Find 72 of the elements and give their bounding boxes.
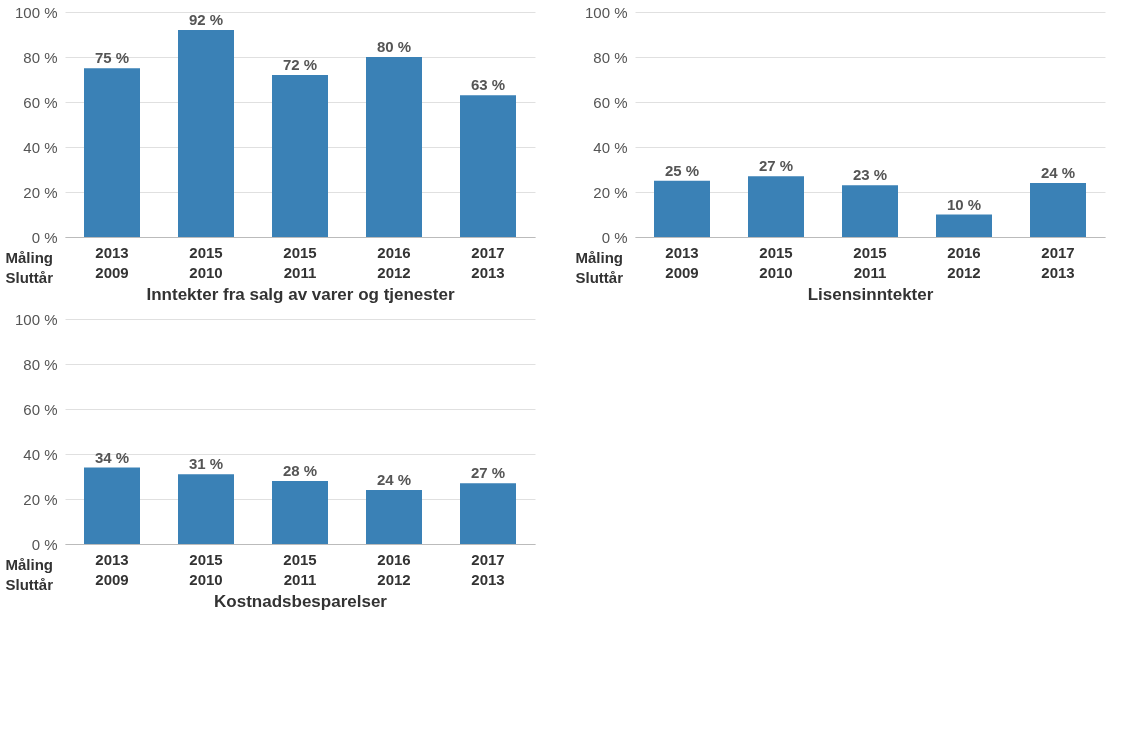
data-label: 10 % [946, 195, 982, 213]
bar [654, 180, 710, 237]
text: Måling [5, 249, 53, 266]
bar [460, 483, 516, 544]
bar [178, 474, 234, 544]
x-tick-label: 2013 2009 [665, 243, 699, 281]
data-label: 24 % [376, 471, 412, 488]
data-label: 25 % [664, 161, 700, 179]
y-tick-label: 20 % [23, 183, 58, 201]
data-label: 28 % [282, 462, 318, 479]
x-tick-label: 2013 2009 [95, 243, 129, 281]
bar [272, 75, 328, 237]
x-tick-label: 2017 2013 [471, 243, 505, 281]
data-label: 92 % [188, 11, 224, 28]
bar [1030, 183, 1086, 237]
data-label: 63 % [470, 76, 506, 94]
data-label: 27 % [470, 464, 506, 482]
x-axis-title: Kostnadsbesparelser [214, 591, 388, 611]
y-tick-label: 40 % [23, 445, 58, 463]
x-tick-label: 2017 2013 [1041, 243, 1075, 281]
text: Sluttår [575, 269, 624, 286]
x-axis-title: Lisensinntekter [807, 284, 934, 304]
data-label: 23 % [852, 166, 888, 184]
x-axis-title: Inntekter fra salg av varer og tjenester [146, 284, 455, 304]
y-tick-label: 60 % [593, 93, 628, 111]
bar [460, 95, 516, 237]
data-label: 27 % [758, 157, 794, 175]
x-tick-label: 2015 2011 [283, 550, 317, 588]
data-label: 80 % [376, 38, 412, 55]
bar [178, 30, 234, 237]
bar [272, 481, 328, 544]
y-tick-label: 60 % [23, 93, 58, 111]
x-tick-label: 2015 2011 [283, 243, 317, 281]
y-tick-label: 0 % [601, 228, 628, 246]
bar [366, 490, 422, 544]
y-tick-label: 20 % [23, 490, 58, 508]
data-label: 31 % [188, 455, 224, 473]
data-label: 72 % [282, 56, 318, 73]
y-tick-label: 60 % [23, 400, 58, 418]
data-label: 34 % [94, 448, 130, 466]
bar [842, 185, 898, 237]
bar [366, 57, 422, 237]
x-tick-label: 2015 2011 [853, 243, 887, 281]
x-tick-label: 2015 2010 [189, 243, 223, 281]
y-tick-label: 40 % [593, 138, 628, 156]
x-tick-label: 2017 2013 [471, 550, 505, 588]
text: Sluttår [5, 576, 54, 593]
y-tick-label: 0 % [31, 535, 58, 553]
y-tick-label: 80 % [593, 48, 628, 66]
x-tick-label: 2015 2010 [189, 550, 223, 588]
x-tick-label: 2016 2012 [377, 550, 411, 588]
text: Måling [575, 249, 623, 266]
y-tick-label: 100 % [584, 3, 628, 21]
y-tick-label: 100 % [14, 310, 58, 328]
data-label: 75 % [94, 49, 130, 67]
y-tick-label: 40 % [23, 138, 58, 156]
y-tick-label: 100 % [14, 3, 58, 21]
x-tick-label: 2016 2012 [377, 243, 411, 281]
x-tick-label: 2013 2009 [95, 550, 129, 588]
text: Måling [5, 556, 53, 573]
bar [936, 214, 992, 237]
y-tick-label: 80 % [23, 355, 58, 373]
bar [748, 176, 804, 237]
data-label: 24 % [1040, 164, 1076, 181]
bar [84, 467, 140, 544]
y-tick-label: 20 % [593, 183, 628, 201]
text: Sluttår [5, 269, 54, 286]
y-tick-label: 80 % [23, 48, 58, 66]
x-tick-label: 2015 2010 [759, 243, 793, 281]
x-tick-label: 2016 2012 [947, 243, 981, 281]
bar [84, 68, 140, 237]
y-tick-label: 0 % [31, 228, 58, 246]
